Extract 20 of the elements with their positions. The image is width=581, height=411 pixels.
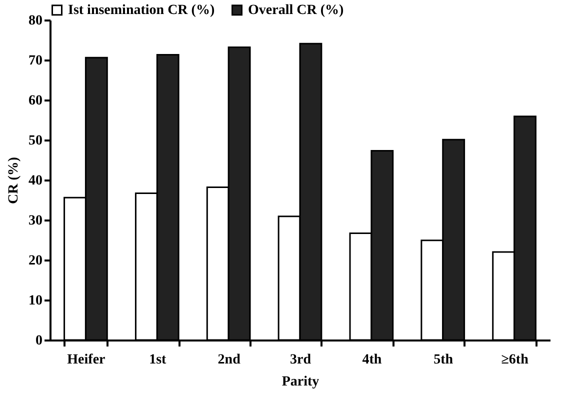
y-tick-label: 10 xyxy=(28,294,42,308)
x-tick-label: 1st xyxy=(149,352,167,368)
y-tick-label: 0 xyxy=(36,334,42,348)
y-tick-label: 60 xyxy=(28,94,42,108)
x-tick-label: ≥6th xyxy=(501,352,529,368)
legend-label: Overall CR (%) xyxy=(248,3,344,18)
x-tick-label: 3rd xyxy=(290,352,312,368)
x-axis-title: Parity xyxy=(282,374,320,390)
y-tick-label: 30 xyxy=(28,214,42,228)
x-tick-label: 5th xyxy=(434,352,454,368)
y-tick-label: 80 xyxy=(28,14,42,28)
y-tick-label: 40 xyxy=(28,174,42,188)
y-tick-label: 50 xyxy=(28,134,42,148)
y-axis-title: CR (%) xyxy=(6,156,22,204)
x-tick-label: 4th xyxy=(362,352,382,368)
x-tick-label: 2nd xyxy=(218,352,241,368)
y-tick-label: 20 xyxy=(28,254,42,268)
legend-label: Ist insemination CR (%) xyxy=(68,3,215,18)
y-tick-label: 70 xyxy=(28,54,42,68)
x-tick-label: Heifer xyxy=(67,352,106,368)
